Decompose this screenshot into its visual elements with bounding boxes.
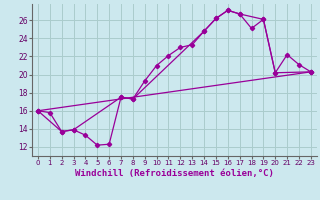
- X-axis label: Windchill (Refroidissement éolien,°C): Windchill (Refroidissement éolien,°C): [75, 169, 274, 178]
